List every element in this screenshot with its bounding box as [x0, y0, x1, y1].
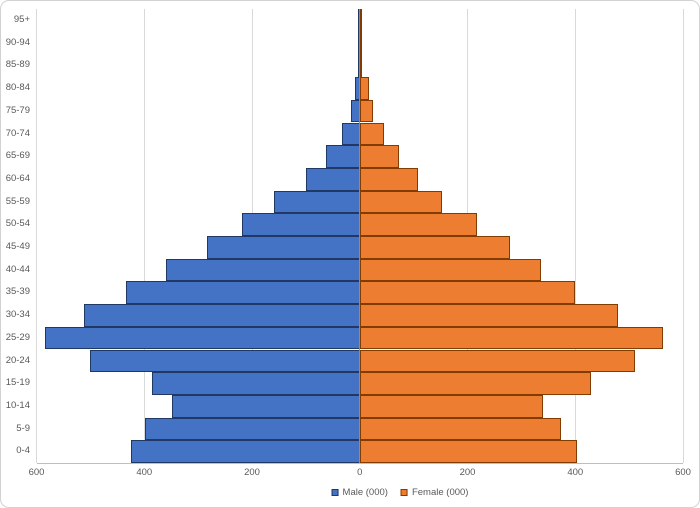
legend-item-female: Female (000) [400, 487, 469, 498]
female-bar-60-64 [359, 167, 419, 191]
age-label-65-69: 65-69 [5, 150, 30, 162]
x-tick-label-200-left: 200 [244, 467, 260, 478]
age-label-35-39: 35-39 [5, 286, 30, 298]
male-bar-45-49 [206, 236, 360, 259]
age-label-15-19: 15-19 [5, 377, 30, 389]
male-bar-55-59 [273, 190, 360, 214]
x-tick-label-400-right: 400 [567, 467, 584, 478]
legend-label-female: Female (000) [411, 487, 469, 498]
vertical-gridline [143, 9, 145, 463]
vertical-gridline [682, 9, 684, 463]
age-label-40-44: 40-44 [5, 263, 30, 275]
age-label-10-14: 10-14 [5, 399, 30, 411]
x-tick-label-400-left: 400 [136, 467, 153, 478]
male-bar-0-4 [131, 440, 360, 463]
female-bar-15-19 [359, 372, 591, 395]
female-bar-90-94 [359, 31, 362, 55]
male-bar-20-24 [90, 349, 360, 373]
male-bar-75-79 [350, 99, 360, 123]
male-bar-5-9 [145, 417, 360, 441]
female-bar-75-79 [359, 99, 374, 123]
plot-area [36, 9, 684, 463]
female-bar-70-74 [359, 122, 384, 146]
female-bar-20-24 [359, 349, 635, 373]
female-legend-swatch-icon [400, 489, 408, 496]
male-bar-25-29 [44, 326, 360, 350]
x-tick-label-0: 0 [357, 467, 363, 478]
age-label-20-24: 20-24 [5, 354, 30, 366]
female-bar-30-34 [359, 304, 619, 327]
female-bar-55-59 [359, 190, 442, 214]
female-bar-40-44 [359, 258, 541, 282]
male-bar-10-14 [171, 394, 360, 418]
female-bar-25-29 [359, 326, 663, 350]
male-legend-swatch-icon [331, 489, 339, 496]
male-bar-15-19 [151, 372, 360, 395]
age-label-90-94: 90-94 [5, 36, 30, 48]
x-tick-label-600-right: 600 [675, 467, 691, 478]
female-bar-80-84 [359, 77, 369, 100]
age-label-60-64: 60-64 [5, 172, 30, 184]
vertical-gridline [574, 9, 576, 463]
legend-item-male: Male (000) [331, 487, 388, 498]
female-bar-95+ [359, 9, 362, 32]
female-bar-65-69 [359, 145, 400, 168]
male-bar-35-39 [126, 281, 360, 305]
female-bar-10-14 [359, 394, 544, 418]
legend-label-male: Male (000) [342, 487, 388, 498]
age-label-80-84: 80-84 [5, 82, 30, 94]
x-tick-label-200-right: 200 [459, 467, 476, 478]
age-label-55-59: 55-59 [5, 195, 30, 207]
male-bar-30-34 [83, 304, 360, 327]
center-axis-line [359, 9, 361, 463]
chart-legend: Male (000) Female (000) [331, 487, 469, 498]
female-bar-50-54 [359, 213, 477, 236]
age-label-85-89: 85-89 [5, 59, 30, 71]
age-label-25-29: 25-29 [5, 331, 30, 343]
x-tick-label-600-left: 600 [28, 467, 45, 478]
age-label-50-54: 50-54 [5, 218, 30, 230]
age-label-95+: 95+ [13, 14, 30, 25]
female-bar-45-49 [359, 236, 510, 259]
x-axis-line [36, 463, 683, 464]
male-bar-40-44 [165, 258, 360, 282]
male-bar-50-54 [242, 213, 360, 236]
age-label-70-74: 70-74 [5, 127, 30, 139]
age-label-75-79: 75-79 [5, 104, 30, 116]
male-bar-60-64 [305, 167, 360, 191]
vertical-gridline [36, 9, 38, 463]
age-label-45-49: 45-49 [5, 241, 30, 252]
age-label-30-34: 30-34 [5, 309, 30, 321]
female-bar-35-39 [359, 281, 576, 305]
age-label-0-4: 0-4 [16, 445, 30, 457]
male-bar-65-69 [325, 145, 360, 168]
female-bar-5-9 [359, 417, 562, 441]
age-label-5-9: 5-9 [16, 422, 30, 434]
male-bar-70-74 [341, 122, 360, 146]
female-bar-0-4 [359, 440, 578, 463]
